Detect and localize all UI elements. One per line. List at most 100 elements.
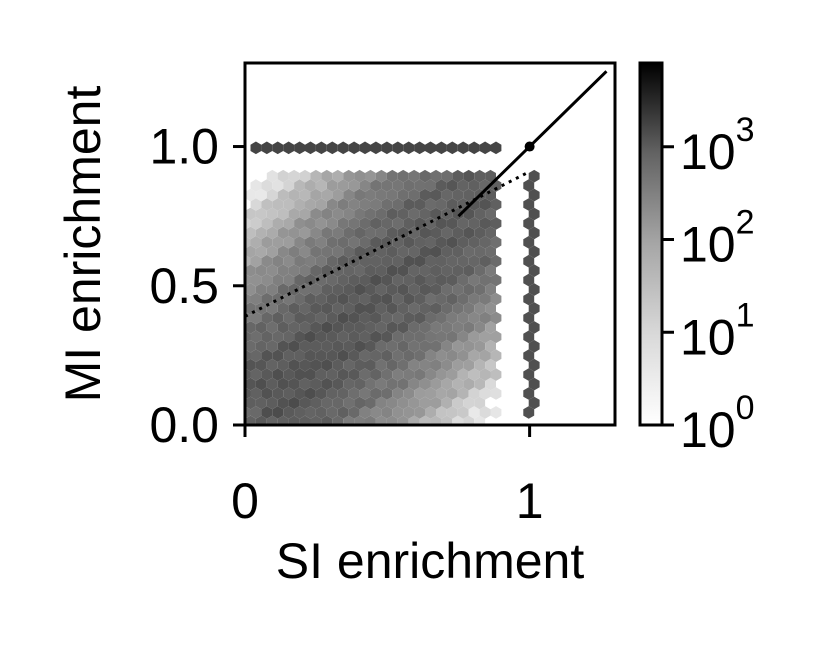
hex-bin bbox=[250, 349, 262, 362]
y-axis: 0.0 0.5 1.0 bbox=[149, 119, 245, 453]
hex-bin bbox=[245, 207, 256, 221]
hex-bin bbox=[523, 330, 535, 344]
hex-bin bbox=[375, 302, 387, 315]
hex-bin bbox=[457, 406, 469, 419]
hex-bin bbox=[315, 387, 327, 400]
hex-bin bbox=[403, 406, 415, 419]
hex-bin bbox=[343, 264, 355, 277]
hex-bin bbox=[441, 377, 453, 391]
colorbar-tick-exponent: 3 bbox=[736, 111, 755, 149]
hex-bin bbox=[321, 321, 333, 334]
hex-bin bbox=[288, 302, 300, 315]
hex-bin bbox=[528, 264, 540, 277]
hex-bin bbox=[272, 406, 284, 419]
hex-bin bbox=[386, 358, 398, 372]
hex-bin bbox=[277, 245, 289, 259]
hex-bin bbox=[446, 179, 458, 192]
hex-bin bbox=[457, 141, 469, 155]
hex-bin bbox=[305, 349, 316, 362]
hex-bin bbox=[381, 179, 393, 192]
hex-bin bbox=[457, 292, 469, 306]
hex-bin bbox=[255, 321, 267, 334]
hex-bin bbox=[528, 226, 540, 240]
hex-bin bbox=[408, 188, 420, 202]
hex-bin bbox=[283, 273, 295, 287]
hex-bin bbox=[446, 141, 458, 155]
hex-bin bbox=[446, 217, 458, 230]
colorbar-tick-label: 102 bbox=[680, 204, 755, 273]
hex-bin bbox=[261, 198, 273, 211]
hex-bin bbox=[425, 236, 436, 249]
hex-bin bbox=[392, 311, 404, 325]
hex-bin bbox=[403, 254, 415, 268]
hex-bin bbox=[375, 415, 387, 425]
hex-bin bbox=[283, 311, 295, 325]
hex-bin bbox=[414, 406, 425, 419]
hex-bin bbox=[463, 377, 475, 391]
hex-bin bbox=[294, 368, 305, 381]
hex-bin bbox=[452, 396, 464, 410]
hex-bin bbox=[403, 387, 415, 400]
hex-bin bbox=[277, 283, 289, 296]
hex-bin bbox=[299, 358, 311, 372]
hex-bin bbox=[452, 415, 464, 425]
hex-bin bbox=[397, 396, 409, 410]
hex-bin bbox=[343, 396, 355, 410]
hex-bin bbox=[305, 273, 316, 287]
hex-bin bbox=[474, 283, 486, 296]
hex-bin bbox=[288, 283, 300, 296]
hex-bin bbox=[441, 358, 453, 372]
hex-bin bbox=[436, 406, 447, 419]
hex-bin bbox=[474, 207, 486, 221]
hex-bin bbox=[414, 254, 425, 268]
hex-bin bbox=[490, 273, 502, 287]
hex-bin bbox=[425, 217, 436, 230]
hex-bin bbox=[463, 396, 475, 410]
hex-bin bbox=[332, 358, 344, 372]
hex-bin bbox=[419, 302, 431, 315]
hex-bin bbox=[299, 377, 311, 391]
hex-bin bbox=[310, 302, 322, 315]
hex-bin bbox=[370, 387, 382, 400]
hex-bin bbox=[392, 254, 404, 268]
hex-bin bbox=[436, 368, 447, 381]
hex-bin bbox=[326, 349, 338, 362]
hex-bin bbox=[337, 179, 349, 192]
hex-bin bbox=[436, 311, 447, 325]
hex-bin bbox=[523, 273, 535, 287]
hex-bin bbox=[261, 406, 273, 419]
hex-bin bbox=[392, 217, 404, 230]
hex-bin bbox=[337, 198, 349, 211]
hex-bin bbox=[430, 415, 442, 425]
hex-bin bbox=[326, 141, 338, 155]
hex-bin bbox=[294, 387, 305, 400]
hex-bin bbox=[326, 198, 338, 211]
hex-bin bbox=[403, 198, 415, 211]
hex-bin bbox=[490, 387, 502, 400]
hex-bin bbox=[370, 349, 382, 362]
hex-bin bbox=[359, 236, 371, 249]
hex-bin bbox=[397, 321, 409, 334]
hex-bin bbox=[523, 406, 535, 419]
hex-bin bbox=[468, 292, 480, 306]
colorbar-tick-label: 103 bbox=[680, 111, 755, 180]
hex-bin bbox=[310, 264, 322, 277]
hex-bin bbox=[294, 330, 305, 344]
hex-bin bbox=[468, 141, 480, 155]
hex-bin bbox=[381, 217, 393, 230]
hex-bin bbox=[370, 292, 382, 306]
hex-bin bbox=[425, 179, 436, 192]
hex-bin bbox=[359, 179, 371, 192]
hex-bin bbox=[474, 321, 486, 334]
hex-bin bbox=[288, 264, 300, 277]
hex-bin bbox=[381, 198, 393, 211]
hex-bin bbox=[261, 179, 273, 192]
hex-bin bbox=[255, 207, 267, 221]
hex-bin bbox=[468, 236, 480, 249]
hex-bin bbox=[294, 141, 305, 155]
hex-bin bbox=[261, 292, 273, 306]
hex-bin bbox=[332, 207, 344, 221]
hex-bin bbox=[463, 226, 475, 240]
hex-bin bbox=[321, 283, 333, 296]
hex-bin bbox=[332, 415, 344, 425]
